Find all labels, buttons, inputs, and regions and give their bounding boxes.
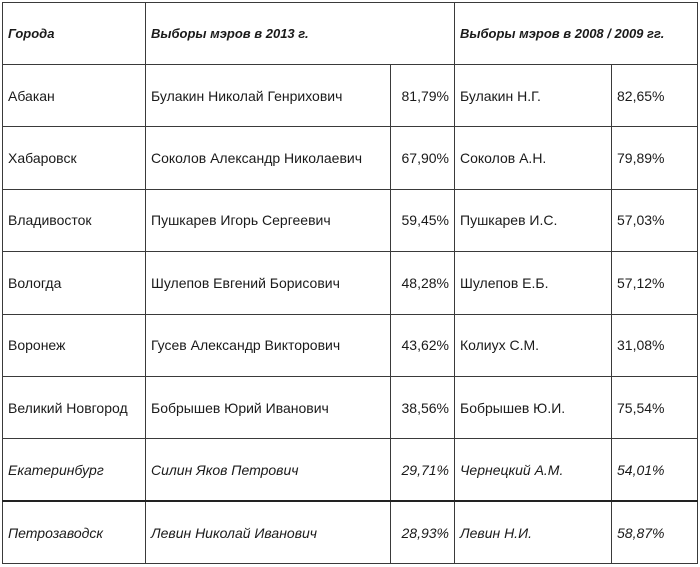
mayor-prev-cell: Бобрышев Ю.И. xyxy=(454,375,612,440)
percent-2013-cell: 28,93% xyxy=(390,500,455,565)
mayor-2013-cell: Силин Яков Петрович xyxy=(145,438,391,502)
percent-prev-cell: 82,65% xyxy=(611,63,698,128)
mayor-prev-cell: Чернецкий А.М. xyxy=(454,438,612,502)
city-cell: Абакан xyxy=(2,63,146,128)
city-cell: Екатеринбург xyxy=(2,438,146,502)
mayor-prev-cell: Соколов А.Н. xyxy=(454,126,612,190)
percent-prev-cell: 79,89% xyxy=(611,126,698,190)
mayor-prev-cell: Колиух С.М. xyxy=(454,313,612,377)
percent-prev-cell: 54,01% xyxy=(611,438,698,502)
header-elections-2013: Выборы мэров в 2013 г. xyxy=(145,2,455,65)
header-city: Города xyxy=(2,2,146,65)
mayor-2013-cell: Соколов Александр Николаевич xyxy=(145,126,391,190)
percent-prev-cell: 58,87% xyxy=(611,500,698,565)
percent-prev-cell: 57,03% xyxy=(611,188,698,253)
table-row: Абакан Булакин Николай Генрихович 81,79%… xyxy=(2,63,698,128)
mayor-2013-cell: Левин Николай Иванович xyxy=(145,500,391,565)
percent-2013-cell: 59,45% xyxy=(390,188,455,253)
city-cell: Петрозаводск xyxy=(2,500,146,565)
table-row: Владивосток Пушкарев Игорь Сергеевич 59,… xyxy=(2,188,698,253)
mayor-2013-cell: Пушкарев Игорь Сергеевич xyxy=(145,188,391,253)
table-row: Хабаровск Соколов Александр Николаевич 6… xyxy=(2,126,698,190)
percent-2013-cell: 48,28% xyxy=(390,251,455,315)
city-cell: Великий Новгород xyxy=(2,375,146,440)
percent-2013-cell: 29,71% xyxy=(390,438,455,502)
mayor-2013-cell: Шулепов Евгений Борисович xyxy=(145,251,391,315)
percent-2013-cell: 67,90% xyxy=(390,126,455,190)
percent-prev-cell: 31,08% xyxy=(611,313,698,377)
mayor-prev-cell: Левин Н.И. xyxy=(454,500,612,565)
table-row: Воронеж Гусев Александр Викторович 43,62… xyxy=(2,313,698,377)
mayor-2013-cell: Гусев Александр Викторович xyxy=(145,313,391,377)
table-row: Великий Новгород Бобрышев Юрий Иванович … xyxy=(2,375,698,440)
header-row: Города Выборы мэров в 2013 г. Выборы мэр… xyxy=(2,2,698,65)
percent-prev-cell: 75,54% xyxy=(611,375,698,440)
city-cell: Вологда xyxy=(2,251,146,315)
city-cell: Владивосток xyxy=(2,188,146,253)
mayor-prev-cell: Пушкарев И.С. xyxy=(454,188,612,253)
table-row: Екатеринбург Силин Яков Петрович 29,71% … xyxy=(2,438,698,502)
city-cell: Воронеж xyxy=(2,313,146,377)
percent-2013-cell: 43,62% xyxy=(390,313,455,377)
city-cell: Хабаровск xyxy=(2,126,146,190)
table-row: Петрозаводск Левин Николай Иванович 28,9… xyxy=(2,500,698,565)
percent-prev-cell: 57,12% xyxy=(611,251,698,315)
mayor-2013-cell: Булакин Николай Генрихович xyxy=(145,63,391,128)
mayor-prev-cell: Шулепов Е.Б. xyxy=(454,251,612,315)
table-row: Вологда Шулепов Евгений Борисович 48,28%… xyxy=(2,251,698,315)
percent-2013-cell: 38,56% xyxy=(390,375,455,440)
header-elections-2008-2009: Выборы мэров в 2008 / 2009 гг. xyxy=(454,2,698,65)
mayor-2013-cell: Бобрышев Юрий Иванович xyxy=(145,375,391,440)
mayor-prev-cell: Булакин Н.Г. xyxy=(454,63,612,128)
percent-2013-cell: 81,79% xyxy=(390,63,455,128)
